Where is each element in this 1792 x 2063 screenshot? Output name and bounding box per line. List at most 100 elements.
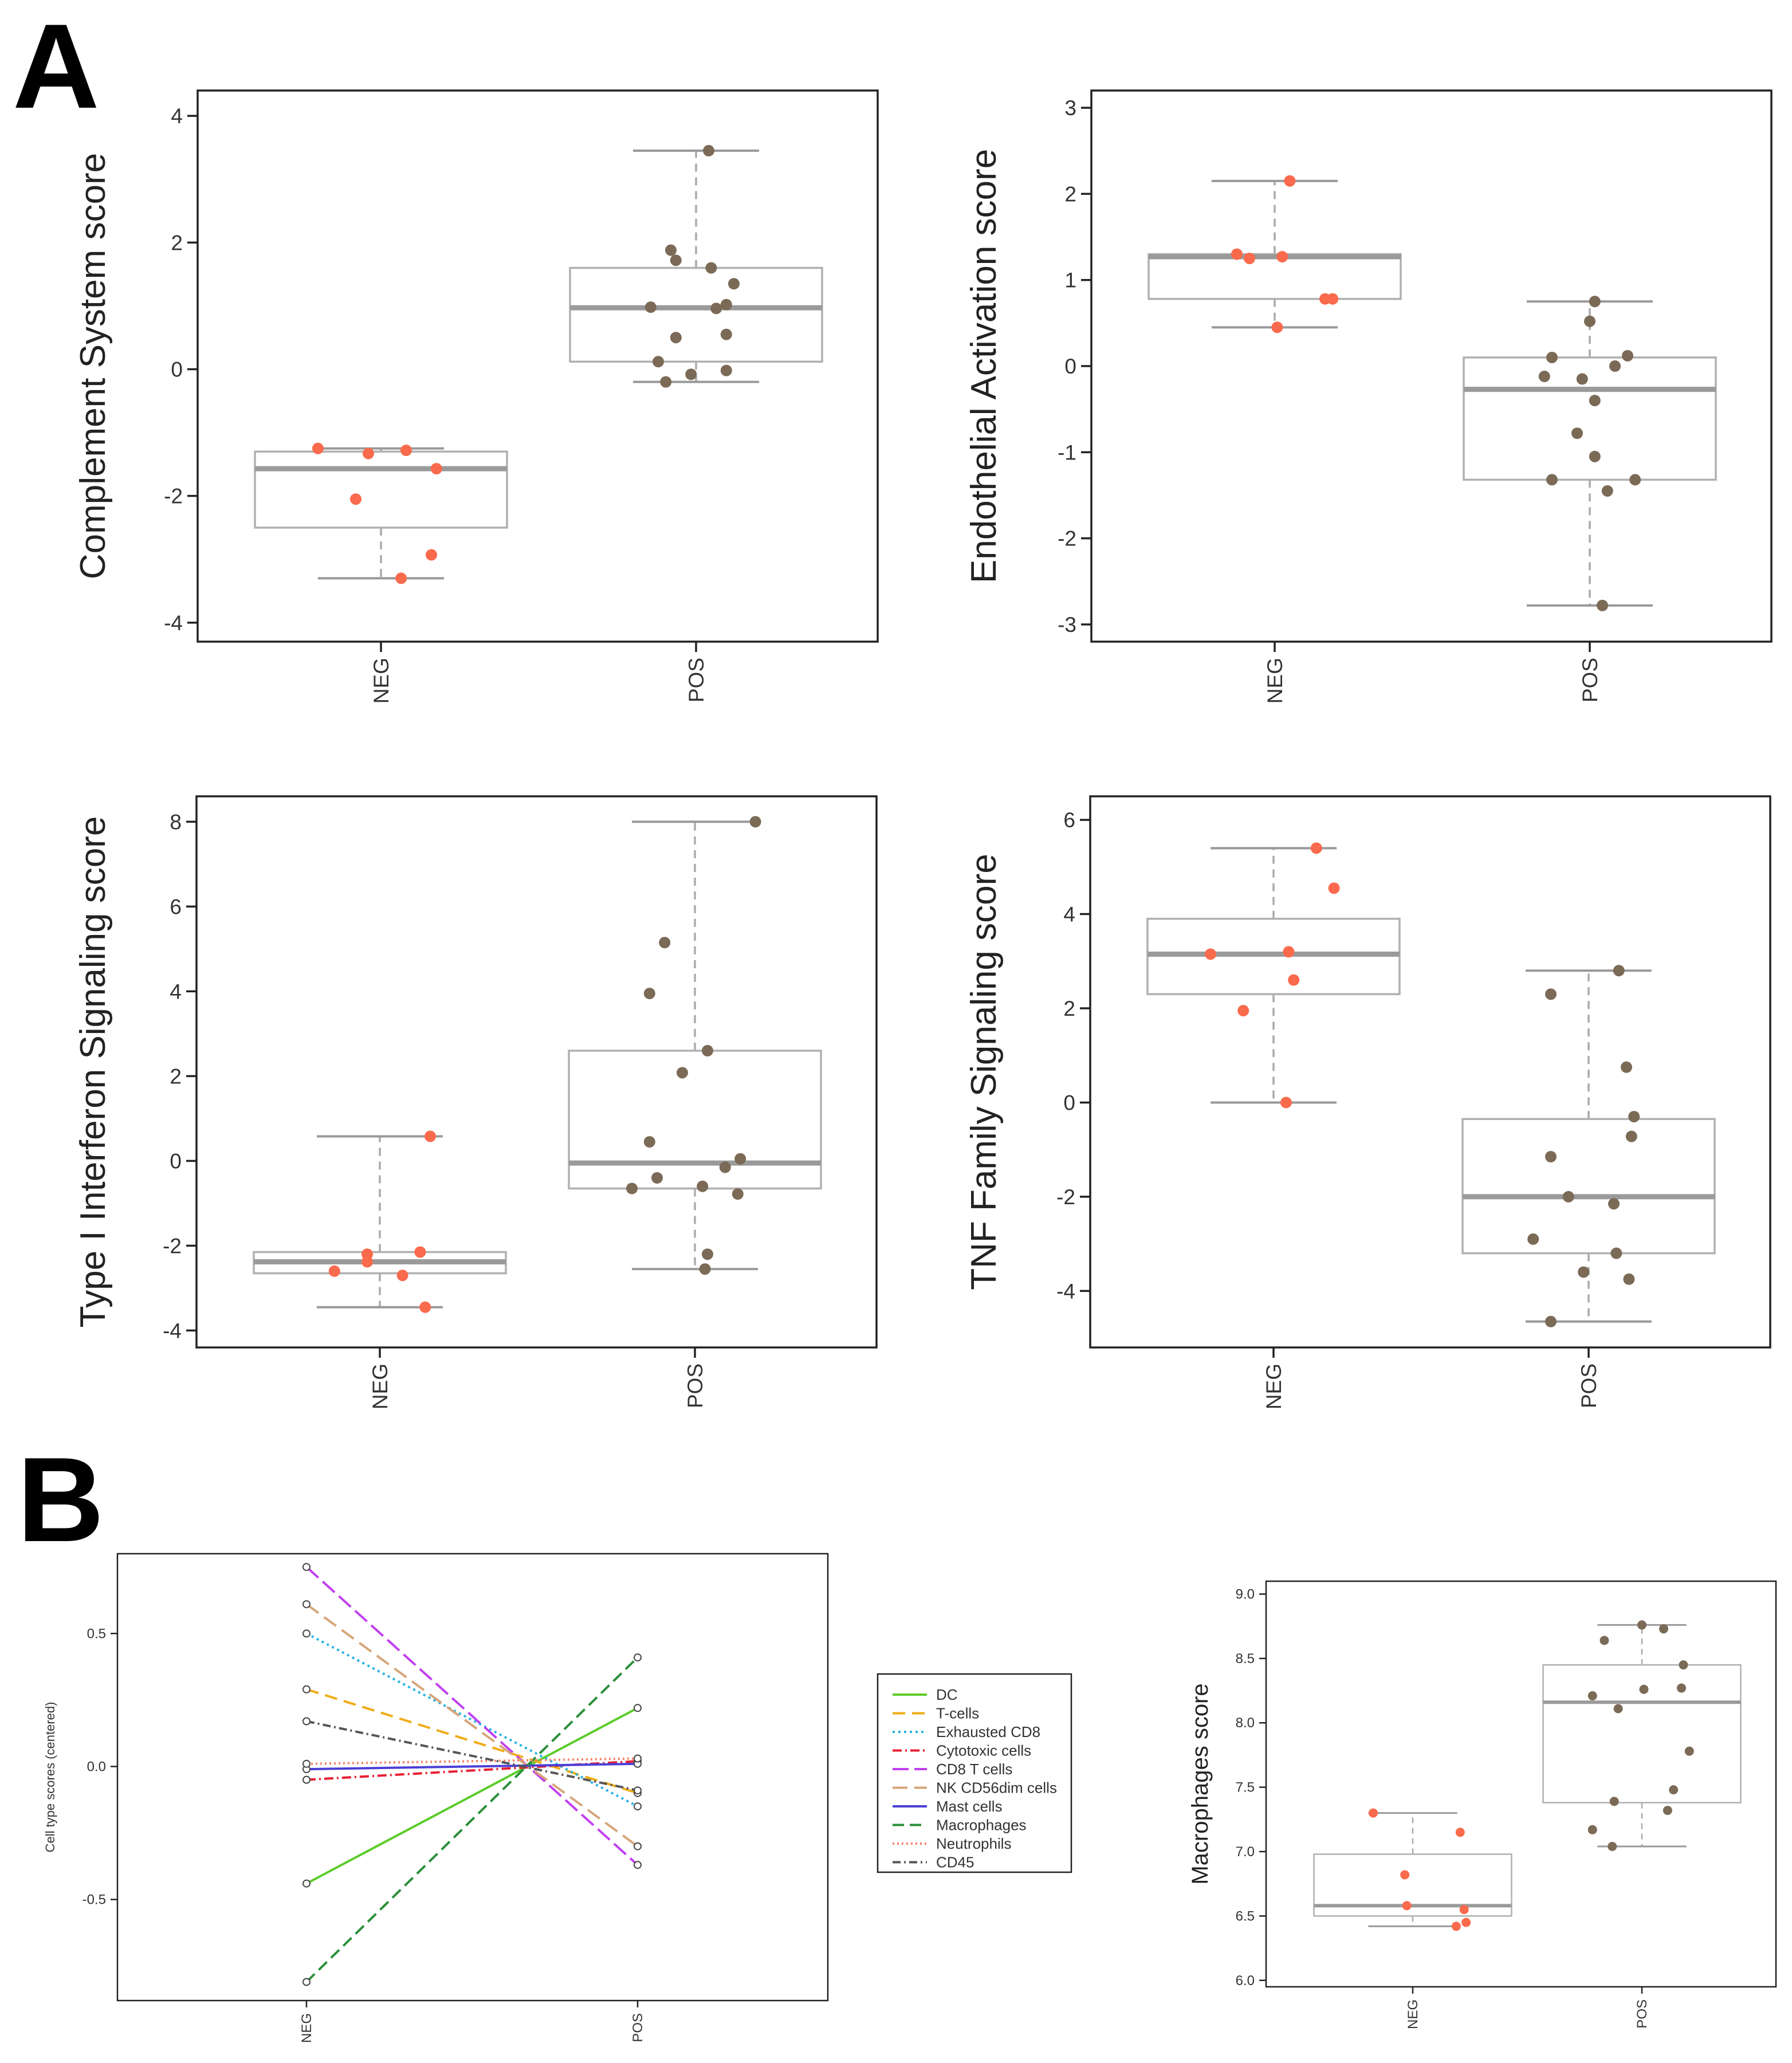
y-tick-label: -2 <box>163 1234 182 1258</box>
legend-entry: Cytotoxic cells <box>936 1742 1031 1759</box>
y-tick-label: -4 <box>163 1319 182 1342</box>
data-point <box>361 1256 373 1268</box>
legend-entry: Macrophages <box>936 1817 1027 1834</box>
data-point <box>328 1265 340 1277</box>
series-point <box>302 1879 311 1888</box>
box-neg <box>1313 1808 1512 1931</box>
series-line <box>305 1566 639 1866</box>
data-point <box>720 364 732 376</box>
data-point <box>1679 1660 1688 1670</box>
box-iqr <box>1147 253 1402 300</box>
series-line <box>305 1656 639 1983</box>
data-point <box>426 549 437 561</box>
x-tick-label: NEG <box>1405 1999 1421 2029</box>
data-point <box>1669 1785 1679 1795</box>
data-point <box>1601 485 1613 497</box>
y-tick-label: -1 <box>1058 441 1076 464</box>
data-point <box>1237 1005 1249 1017</box>
series-point <box>634 1842 642 1850</box>
data-point <box>430 463 442 475</box>
y-tick-label: -4 <box>164 611 183 635</box>
y-tick-label: -2 <box>1056 1185 1075 1209</box>
box-iqr <box>569 266 823 363</box>
x-tick-label: POS <box>683 1363 707 1408</box>
data-point <box>665 244 677 256</box>
data-point <box>396 1270 408 1282</box>
data-point <box>685 368 697 380</box>
panel-label-a: A <box>13 0 100 133</box>
data-point <box>1623 1273 1635 1285</box>
series-point <box>634 1704 642 1712</box>
series-line <box>306 1757 638 1765</box>
data-point <box>702 1045 713 1056</box>
y-tick-label: 6.0 <box>1236 1973 1255 1989</box>
data-point <box>363 447 374 459</box>
x-tick-label: NEG <box>368 1363 392 1409</box>
data-point <box>1461 1917 1471 1927</box>
box-iqr <box>1542 1664 1742 1803</box>
legend-box <box>877 1673 1072 1873</box>
data-point <box>1608 1842 1617 1852</box>
y-axis-label: Cell type scores (centered) <box>43 1702 57 1853</box>
data-point <box>732 1188 744 1200</box>
data-point <box>1629 474 1641 486</box>
y-tick-label: 8.0 <box>1236 1715 1255 1731</box>
data-point <box>719 1161 731 1173</box>
data-point <box>653 356 664 368</box>
series-point <box>302 1717 311 1726</box>
y-tick-label: 4 <box>171 104 183 128</box>
data-point <box>1589 395 1601 407</box>
series-line <box>306 1762 638 1771</box>
data-point <box>1545 1151 1557 1162</box>
data-point <box>1639 1684 1649 1694</box>
data-point <box>395 572 407 584</box>
legend-entry: Exhausted CD8 <box>936 1723 1040 1740</box>
data-point <box>1600 1636 1609 1645</box>
data-point <box>312 442 324 454</box>
data-point <box>1584 315 1595 327</box>
plot-frame <box>116 1553 829 2002</box>
data-point <box>720 298 732 311</box>
data-point <box>1284 175 1296 187</box>
box-iqr <box>1313 1853 1512 1917</box>
legend-entry: NK CD56dim cells <box>936 1779 1057 1797</box>
y-tick-label: -0.5 <box>82 1892 106 1908</box>
data-point <box>1538 371 1550 383</box>
y-tick-label: 0 <box>171 358 183 382</box>
x-tick-label: POS <box>1578 658 1602 702</box>
data-point <box>1459 1905 1469 1915</box>
y-tick-label: 7.0 <box>1236 1844 1255 1860</box>
series-line <box>305 1603 639 1848</box>
series-point <box>302 1759 311 1768</box>
data-point <box>1545 1315 1557 1327</box>
box-pos <box>1461 965 1716 1327</box>
data-point <box>350 493 361 505</box>
y-tick-label: -3 <box>1058 613 1076 636</box>
box-neg <box>1146 842 1401 1109</box>
y-tick-label: 2 <box>170 1064 182 1088</box>
panel-label-b: B <box>17 1432 104 1567</box>
y-axis-label: Complement System score <box>73 153 113 579</box>
data-point <box>734 1153 746 1165</box>
data-point <box>1589 296 1601 308</box>
y-tick-label: -2 <box>164 485 183 508</box>
data-point <box>1328 882 1340 894</box>
data-point <box>1455 1828 1465 1837</box>
data-point <box>414 1246 426 1258</box>
data-point <box>1625 1130 1637 1142</box>
charts-layer: -4 -2 0 2 4 NEG POS Complement System score -3 -2… <box>43 89 1777 2043</box>
data-point <box>1402 1901 1412 1911</box>
data-point <box>1576 373 1588 385</box>
data-point <box>1628 1111 1640 1123</box>
data-point <box>702 1248 713 1260</box>
y-tick-label: 6.5 <box>1236 1908 1255 1924</box>
data-point <box>1310 842 1322 854</box>
data-point <box>1271 321 1283 333</box>
x-tick-label: NEG <box>1263 658 1287 704</box>
y-tick-label: -4 <box>1056 1279 1075 1303</box>
data-point <box>1562 1190 1574 1203</box>
legend-entry: Mast cells <box>936 1798 1003 1815</box>
box-iqr <box>1463 356 1717 481</box>
y-axis-label: Endothelial Activation score <box>964 149 1004 583</box>
